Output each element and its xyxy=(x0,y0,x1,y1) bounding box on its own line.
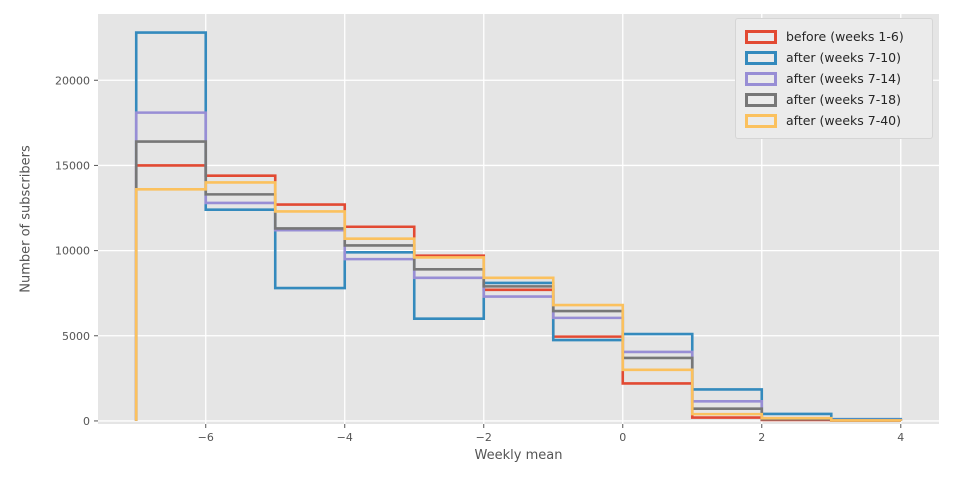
legend-item-4: after (weeks 7-40) xyxy=(745,110,922,131)
x-tick-label: −6 xyxy=(198,431,214,444)
legend-swatch-icon xyxy=(745,50,777,65)
legend-label: after (weeks 7-14) xyxy=(786,71,901,86)
x-tick-label: −4 xyxy=(337,431,353,444)
x-tick-label: 2 xyxy=(758,431,765,444)
series-after-weeks-7-40- xyxy=(134,181,903,422)
legend-swatch-icon xyxy=(745,29,777,44)
legend-item-2: after (weeks 7-14) xyxy=(745,68,922,89)
y-tick-label: 5000 xyxy=(62,330,90,343)
y-tick-label: 15000 xyxy=(55,159,90,172)
y-tick-label: 0 xyxy=(83,415,90,428)
legend-swatch-icon xyxy=(745,71,777,86)
x-tick-label: 0 xyxy=(619,431,626,444)
legend: before (weeks 1-6) after (weeks 7-10) afte… xyxy=(735,18,933,139)
series-after-weeks-7-10- xyxy=(134,31,903,421)
y-axis-label: Number of subscribers xyxy=(18,145,34,293)
legend-item-1: after (weeks 7-10) xyxy=(745,47,922,68)
x-axis-label: Weekly mean xyxy=(474,448,563,463)
legend-label: after (weeks 7-10) xyxy=(786,50,901,65)
legend-label: after (weeks 7-18) xyxy=(786,92,901,107)
legend-label: after (weeks 7-40) xyxy=(786,113,901,128)
y-tick-label: 10000 xyxy=(55,245,90,258)
x-tick-label: 4 xyxy=(897,431,904,444)
legend-item-3: after (weeks 7-18) xyxy=(745,89,922,110)
legend-item-0: before (weeks 1-6) xyxy=(745,26,922,47)
x-tick-label: −2 xyxy=(476,431,492,444)
legend-swatch-icon xyxy=(745,92,777,107)
legend-label: before (weeks 1-6) xyxy=(786,29,904,44)
legend-swatch-icon xyxy=(745,113,777,128)
y-tick-label: 20000 xyxy=(55,74,90,87)
